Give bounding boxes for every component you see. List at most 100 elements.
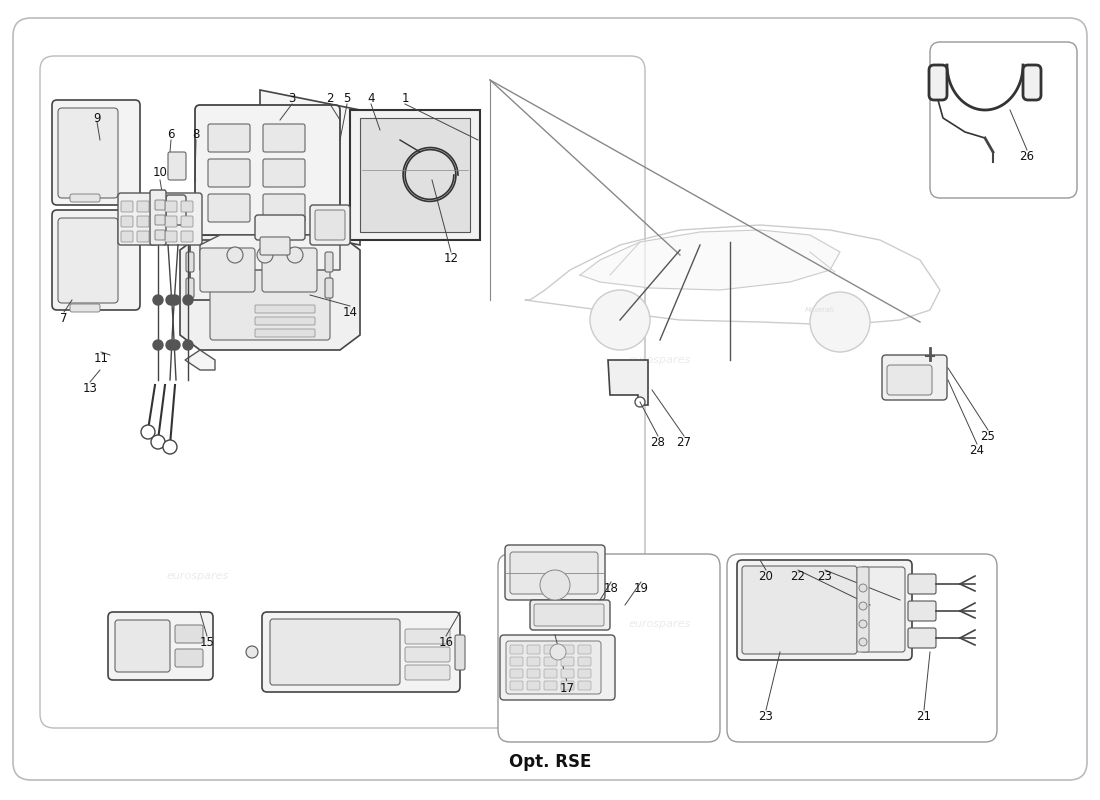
FancyBboxPatch shape: [108, 612, 213, 680]
FancyBboxPatch shape: [578, 669, 591, 678]
Circle shape: [153, 340, 163, 350]
FancyBboxPatch shape: [263, 159, 305, 187]
FancyBboxPatch shape: [155, 200, 165, 210]
Text: eurospares: eurospares: [629, 619, 691, 629]
FancyBboxPatch shape: [182, 201, 192, 212]
FancyBboxPatch shape: [544, 657, 557, 666]
Circle shape: [859, 584, 867, 592]
FancyBboxPatch shape: [324, 252, 333, 272]
FancyBboxPatch shape: [150, 190, 166, 245]
Circle shape: [166, 295, 176, 305]
FancyBboxPatch shape: [544, 645, 557, 654]
FancyBboxPatch shape: [534, 604, 604, 626]
FancyBboxPatch shape: [190, 240, 324, 300]
Circle shape: [859, 638, 867, 646]
FancyBboxPatch shape: [530, 600, 610, 630]
Circle shape: [859, 620, 867, 628]
FancyBboxPatch shape: [52, 210, 140, 310]
Circle shape: [227, 247, 243, 263]
FancyBboxPatch shape: [510, 657, 522, 666]
Text: 6: 6: [167, 127, 175, 141]
Text: 8: 8: [192, 127, 200, 141]
Circle shape: [287, 247, 303, 263]
FancyBboxPatch shape: [500, 635, 615, 700]
FancyBboxPatch shape: [887, 365, 932, 395]
FancyBboxPatch shape: [544, 681, 557, 690]
FancyBboxPatch shape: [727, 554, 997, 742]
Polygon shape: [360, 118, 470, 232]
FancyBboxPatch shape: [165, 201, 177, 212]
Circle shape: [141, 425, 155, 439]
Text: 5: 5: [343, 91, 351, 105]
FancyBboxPatch shape: [510, 645, 522, 654]
Polygon shape: [200, 235, 340, 270]
Circle shape: [635, 397, 645, 407]
FancyBboxPatch shape: [165, 231, 177, 242]
FancyBboxPatch shape: [270, 619, 400, 685]
FancyBboxPatch shape: [208, 194, 250, 222]
Text: 12: 12: [443, 251, 459, 265]
FancyBboxPatch shape: [860, 567, 905, 652]
Polygon shape: [185, 350, 214, 370]
FancyBboxPatch shape: [510, 552, 598, 594]
Text: 24: 24: [969, 443, 984, 457]
Text: 22: 22: [791, 570, 805, 582]
Text: Maserati: Maserati: [805, 307, 835, 313]
FancyBboxPatch shape: [263, 124, 305, 152]
Text: 10: 10: [153, 166, 167, 178]
FancyBboxPatch shape: [138, 231, 148, 242]
FancyBboxPatch shape: [510, 681, 522, 690]
FancyBboxPatch shape: [40, 56, 645, 728]
FancyBboxPatch shape: [908, 601, 936, 621]
Circle shape: [183, 340, 192, 350]
FancyBboxPatch shape: [58, 108, 118, 198]
Text: 1: 1: [402, 91, 409, 105]
Text: 13: 13: [82, 382, 98, 394]
Circle shape: [859, 602, 867, 610]
FancyBboxPatch shape: [255, 329, 315, 337]
FancyBboxPatch shape: [208, 159, 250, 187]
FancyBboxPatch shape: [186, 252, 194, 272]
FancyBboxPatch shape: [882, 355, 947, 400]
FancyBboxPatch shape: [121, 216, 133, 227]
FancyBboxPatch shape: [182, 216, 192, 227]
FancyBboxPatch shape: [70, 304, 100, 312]
FancyBboxPatch shape: [561, 681, 574, 690]
Text: 7: 7: [60, 311, 68, 325]
FancyBboxPatch shape: [262, 612, 460, 692]
FancyBboxPatch shape: [138, 201, 148, 212]
Circle shape: [810, 292, 870, 352]
Text: 11: 11: [94, 351, 109, 365]
Text: eurospares: eurospares: [167, 571, 229, 581]
FancyBboxPatch shape: [260, 237, 290, 255]
Polygon shape: [260, 90, 360, 245]
FancyBboxPatch shape: [182, 231, 192, 242]
Text: eurospares: eurospares: [167, 219, 229, 229]
Text: 4: 4: [367, 91, 375, 105]
FancyBboxPatch shape: [578, 645, 591, 654]
Circle shape: [257, 247, 273, 263]
Circle shape: [153, 295, 163, 305]
FancyBboxPatch shape: [506, 641, 601, 694]
FancyBboxPatch shape: [186, 278, 194, 298]
Text: 25: 25: [980, 430, 996, 442]
FancyBboxPatch shape: [121, 231, 133, 242]
Text: 19: 19: [634, 582, 649, 594]
Polygon shape: [180, 235, 360, 350]
FancyBboxPatch shape: [510, 669, 522, 678]
Text: 23: 23: [759, 710, 773, 722]
Text: Opt. RSE: Opt. RSE: [509, 753, 591, 771]
FancyBboxPatch shape: [262, 248, 317, 292]
Circle shape: [540, 570, 570, 600]
FancyBboxPatch shape: [742, 566, 857, 654]
FancyBboxPatch shape: [162, 193, 202, 245]
FancyBboxPatch shape: [930, 65, 947, 100]
FancyBboxPatch shape: [908, 628, 936, 648]
FancyBboxPatch shape: [561, 657, 574, 666]
Text: 2: 2: [327, 91, 333, 105]
Text: 18: 18: [604, 582, 618, 594]
FancyBboxPatch shape: [405, 647, 450, 662]
FancyBboxPatch shape: [116, 620, 170, 672]
FancyBboxPatch shape: [737, 560, 912, 660]
Circle shape: [183, 295, 192, 305]
